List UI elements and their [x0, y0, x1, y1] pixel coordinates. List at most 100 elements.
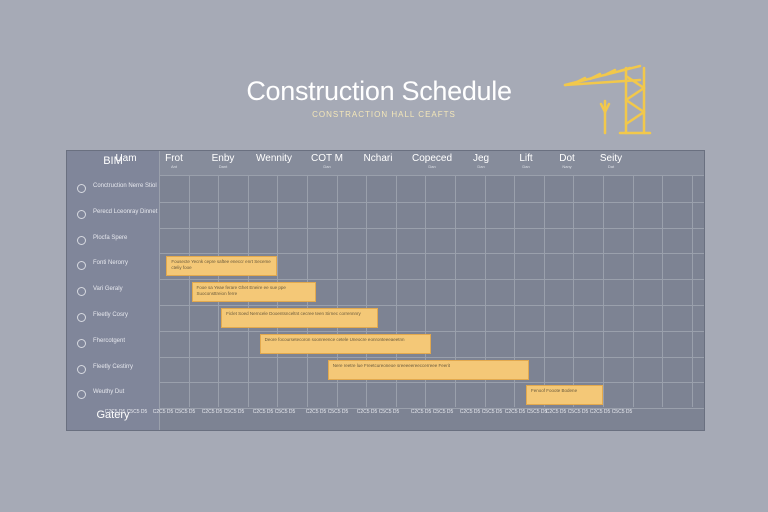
- column-header: Wennity: [246, 154, 302, 164]
- clock-icon: [77, 235, 86, 245]
- task-row-label: Fleetly Cestirry: [93, 363, 134, 370]
- clock-icon: [77, 338, 86, 348]
- column-header-sub: Dan: [428, 164, 436, 169]
- grid-vertical-line: [425, 175, 427, 407]
- clock-icon: [77, 287, 86, 297]
- footer-label: Gatery: [96, 409, 130, 421]
- grid-horizontal-line: [159, 305, 704, 306]
- footer-cell: C2C5 D5 C5C5 D5: [545, 409, 589, 415]
- column-header-label: Nchari: [363, 153, 393, 164]
- column-header-label: Lift: [519, 153, 533, 164]
- task-row-label: Plocfa Spere: [93, 234, 128, 241]
- page-title: Construction Schedule: [246, 76, 512, 106]
- column-header-label: COT M: [310, 153, 344, 164]
- clock-icon: [77, 261, 86, 271]
- footer-cell: C2C5 D5 C5C5 D5: [589, 409, 633, 415]
- grid-vertical-line: [395, 175, 397, 407]
- footer-cell: C2C5 D5 C5C5 D5: [152, 409, 196, 415]
- column-header-sub: Ant: [170, 164, 177, 169]
- column-header-sub: Dan: [522, 164, 530, 169]
- column-header-label: Frot: [165, 153, 183, 164]
- column-header-label: Uam: [115, 153, 137, 164]
- column-header-label: Wennity: [256, 153, 292, 164]
- column-header: Frot Ant: [146, 154, 202, 170]
- footer-cell: C2C5 D5 C5C5 D5: [459, 409, 503, 415]
- page-subtitle: CONSTRACTION HALL CEAFTS: [312, 110, 456, 119]
- grid-vertical-line: [662, 175, 664, 407]
- clock-icon: [77, 390, 86, 400]
- clock-icon: [77, 364, 86, 374]
- column-header-sub: Dan: [323, 164, 331, 169]
- footer-cell: C2C5 D5 C5C5 D5: [504, 409, 548, 415]
- column-header-label: Jeg: [472, 153, 490, 164]
- column-header: Jeg Dan: [453, 154, 509, 170]
- column-header-label: Enby: [211, 153, 235, 164]
- task-bar[interactable]: Fousecte Yecnk cepre saftee eneccr enrt …: [166, 256, 278, 277]
- grid-vertical-line: [188, 175, 190, 407]
- grid-horizontal-line: [159, 330, 704, 332]
- grid-vertical-line: [691, 175, 693, 407]
- column-header: Uam: [98, 154, 154, 164]
- task-bar[interactable]: Ficlet Soed Nerncele Dooentsnceltnt cecr…: [221, 308, 379, 328]
- task-bar-text: Deore focoursetecoron soonreence cetele …: [264, 336, 405, 342]
- grid-horizontal-line: [159, 408, 704, 410]
- grid-vertical-line: [573, 175, 575, 407]
- task-bar[interactable]: Deore focoursetecoron soonreence cetele …: [259, 333, 432, 354]
- task-bar-text: Fooe sa Yeae ferare Ghet Eneire ee sue p…: [196, 285, 286, 296]
- footer-cell: C2C5 D5 C5C5 D5: [305, 409, 349, 415]
- task-bar-text: Fousecte Yecnk cepre saftee eneccr enrt …: [171, 259, 271, 270]
- column-header: Seity Dat: [583, 154, 639, 170]
- footer-cell: C2C5 D5 C5C5 D5: [252, 409, 296, 415]
- column-header-sub: Nany: [562, 164, 572, 169]
- column-header-label: Copeced: [411, 153, 453, 164]
- grid-vertical-line: [484, 175, 486, 407]
- task-row-label: Fhercotgent: [93, 337, 126, 344]
- column-header-sub: Dant: [218, 164, 228, 169]
- column-header: Enby Dant: [195, 154, 251, 170]
- column-header: COT M Dan: [299, 154, 355, 170]
- clock-icon: [77, 313, 86, 322]
- grid-horizontal-line: [159, 201, 704, 203]
- grid-vertical-line: [514, 175, 516, 407]
- grid-vertical-line: [366, 175, 368, 407]
- task-bar[interactable]: Fenoof Fooote Bodene: [526, 385, 603, 406]
- task-row-label: Perecd Lceonray Dinnet: [93, 208, 158, 215]
- clock-icon: [77, 184, 86, 193]
- task-row-label: Weuthy Dut: [93, 389, 125, 396]
- grid-vertical-line: [632, 175, 634, 407]
- footer-cell: C2C5 D5 C5C5 D5: [201, 409, 245, 415]
- crane-icon: [563, 64, 652, 135]
- grid-horizontal-line: [159, 253, 704, 255]
- task-bar[interactable]: Nere reetre lue Freetcureoneoe sreeeeere…: [327, 359, 529, 380]
- column-header-row: [67, 151, 704, 176]
- grid-horizontal-line: [159, 356, 704, 358]
- grid-vertical-line: [336, 175, 338, 407]
- task-row-label: Vari Geraly: [93, 286, 123, 293]
- task-row-label: Conctruction Nerre Stiol: [93, 183, 157, 189]
- column-header-sub: Dan: [477, 164, 485, 169]
- task-bar-text: Nere reetre lue Freetcureoneoe sreeeeere…: [332, 362, 451, 368]
- schedule-grid: BIM Gatery Uam Frot Ant Enby Dant Wennity COT …: [66, 150, 705, 431]
- column-header-label: Seity: [599, 153, 623, 164]
- grid-vertical-line: [603, 175, 604, 407]
- task-bar-text: Ficlet Soed Nerncele Dooentsnceltnt cecr…: [226, 311, 361, 316]
- column-header-label: Dot: [559, 153, 575, 164]
- column-header: Nchari: [350, 154, 406, 164]
- column-header: Lift Dan: [498, 154, 554, 170]
- clock-icon: [77, 209, 86, 219]
- footer-cell: C2C5 D5 C5C5 D5: [356, 409, 400, 415]
- grid-horizontal-line: [159, 227, 704, 229]
- task-row-label: Fonti Nerorry: [93, 260, 129, 267]
- column-header: Dot Nany: [539, 154, 595, 170]
- grid-vertical-line: [455, 175, 456, 407]
- footer-cell: C2C5 D5 C5C5 D5: [410, 409, 454, 415]
- task-bar[interactable]: Fooe sa Yeae ferare Ghet Eneire ee sue p…: [191, 282, 316, 303]
- corner-label: BIM: [103, 155, 123, 167]
- grid-horizontal-line: [159, 382, 704, 384]
- footer-cell: C2C5 D5 C5C5 D5: [104, 409, 148, 415]
- task-row-label: Fleetly Cosry: [93, 312, 129, 318]
- grid-horizontal-line: [159, 279, 704, 281]
- column-header: Copeced Dan: [404, 154, 460, 170]
- task-bar-text: Fenoof Fooote Bodene: [531, 388, 578, 394]
- grid-vertical-line: [543, 175, 545, 407]
